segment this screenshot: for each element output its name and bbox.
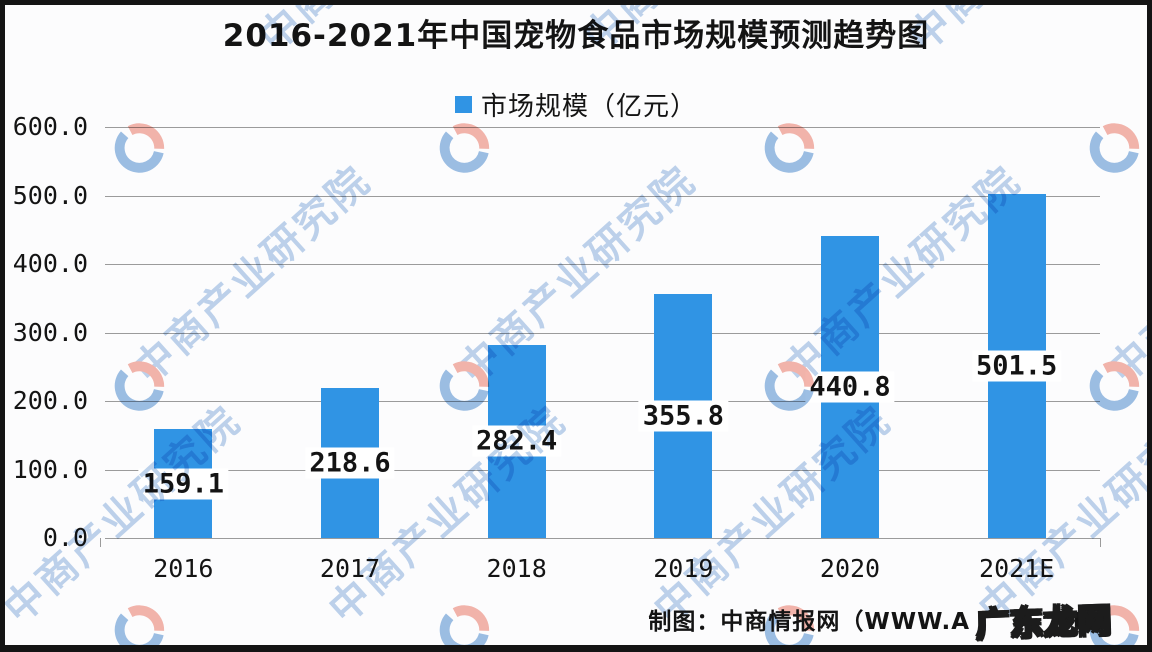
- watermark-logo-icon: [1080, 352, 1149, 424]
- watermark-logo-icon: [105, 352, 174, 424]
- watermark-logo-icon: [755, 114, 824, 186]
- overlay-watermark: 广东龙网: [974, 600, 1113, 646]
- axis-end-tick: [1100, 538, 1101, 547]
- bar-value-label: 159.1: [138, 468, 228, 499]
- x-axis-tick-label: 2018: [486, 554, 547, 583]
- watermark-logo-icon: [1080, 114, 1149, 186]
- credit-text-prefix: 制图：中商情报网（WWW.A: [648, 609, 971, 635]
- bar-value-label: 355.8: [638, 400, 728, 432]
- watermark-logo-icon: [430, 596, 499, 652]
- watermark-logo-icon: [430, 114, 499, 186]
- gridline: [105, 264, 1100, 265]
- y-axis-tick-label: 600.0: [12, 112, 88, 141]
- watermark-text: 中商产业研究院: [125, 157, 380, 393]
- x-axis-tick-label: 2019: [653, 554, 714, 583]
- watermark-logo-icon: [105, 596, 174, 652]
- legend-label: 市场规模（亿元）: [480, 92, 697, 122]
- legend: 市场规模（亿元）: [0, 86, 1152, 123]
- bar-value-label: 282.4: [472, 425, 562, 457]
- x-axis-tick-label: 2016: [153, 554, 214, 583]
- y-axis-tick-label: 400.0: [12, 249, 88, 278]
- x-axis-tick-label: 2017: [319, 554, 381, 583]
- y-axis-tick-label: 200.0: [12, 386, 88, 415]
- x-axis-tick-label: 2020: [819, 554, 881, 583]
- chart-title: 2016-2021年中国宠物食品市场规模预测趋势图: [222, 18, 930, 54]
- gridline: [105, 127, 1100, 128]
- axis-end-tick: [100, 538, 101, 547]
- gridline: [105, 401, 1100, 402]
- y-axis-tick-label: 0.0: [42, 523, 88, 552]
- bar-value-label: 440.8: [805, 371, 895, 403]
- y-axis-tick-label: 100.0: [12, 454, 88, 484]
- legend-swatch: [454, 96, 472, 113]
- watermark-text: 中商产业研究院: [0, 397, 250, 633]
- bar-value-label: 501.5: [972, 350, 1062, 382]
- watermark-text: 中商产业研究院: [219, 628, 481, 652]
- gridline: [105, 195, 1100, 197]
- bar-value-label: 218.6: [305, 447, 395, 479]
- y-axis-tick-label: 300.0: [12, 317, 88, 347]
- watermark-logo-icon: [105, 114, 174, 186]
- watermark-text: 中商产业研究院: [1100, 157, 1152, 393]
- x-axis-tick-label: 2021E: [979, 554, 1055, 583]
- y-axis-tick-label: 500.0: [12, 180, 88, 210]
- gridline: [105, 332, 1100, 334]
- gridline: [105, 469, 1100, 471]
- gridline: [105, 538, 1100, 539]
